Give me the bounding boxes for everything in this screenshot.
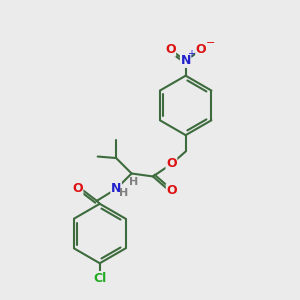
Text: H: H [129,177,139,187]
Text: N: N [181,54,191,67]
Text: O: O [165,43,175,56]
Text: N: N [111,182,121,195]
Text: O: O [166,158,177,170]
Text: O: O [196,43,206,56]
Text: O: O [72,182,83,194]
Text: Cl: Cl [93,272,106,285]
Text: +: + [187,49,195,59]
Text: −: − [206,38,215,48]
Text: H: H [119,188,128,198]
Text: O: O [167,184,177,197]
